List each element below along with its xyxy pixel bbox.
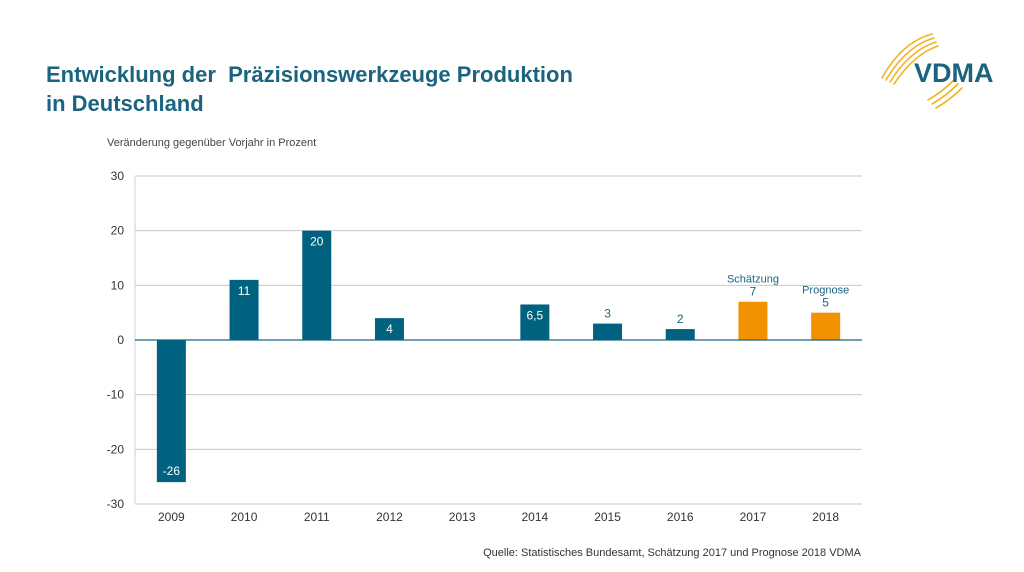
- bar-2017: [738, 301, 768, 340]
- y-tick-label: 30: [111, 169, 125, 183]
- bar-2014: [520, 304, 550, 340]
- y-tick-label: 0: [117, 333, 124, 347]
- x-tick-label: 2009: [158, 510, 185, 524]
- x-tick-label: 2017: [740, 510, 767, 524]
- bar-2010: [229, 279, 259, 340]
- data-label: 4: [386, 322, 393, 336]
- x-tick-label: 2012: [376, 510, 403, 524]
- vdma-logo: VDMA: [881, 33, 994, 109]
- data-label: 6,5: [527, 308, 544, 322]
- title-line-2: in Deutschland: [46, 91, 204, 116]
- x-tick-label: 2018: [812, 510, 839, 524]
- y-tick-label: 10: [111, 278, 125, 292]
- source-note: Quelle: Statistisches Bundesamt, Schätzu…: [483, 547, 861, 559]
- x-tick-label: 2014: [521, 510, 548, 524]
- x-tick-label: 2015: [594, 510, 621, 524]
- data-label: 20: [310, 235, 324, 249]
- data-label: -26: [163, 464, 181, 478]
- data-label: 5: [822, 296, 829, 310]
- data-label: 3: [604, 307, 611, 321]
- bar-2011: [302, 230, 332, 340]
- x-tick-label: 2011: [304, 510, 330, 524]
- y-tick-label: -30: [107, 497, 125, 511]
- bar-2015: [593, 323, 623, 340]
- x-tick-label: 2016: [667, 510, 694, 524]
- y-tick-label: -20: [107, 442, 125, 456]
- data-label: 2: [677, 312, 684, 326]
- bar-2009: [156, 340, 186, 483]
- y-tick-label: 20: [111, 224, 125, 238]
- x-tick-label: 2010: [231, 510, 258, 524]
- svg-text:VDMA: VDMA: [914, 58, 994, 88]
- annotation-label: Schätzung: [727, 274, 779, 286]
- chart-title: Entwicklung der Präzisionswerkzeuge Prod…: [46, 60, 573, 118]
- bar-2012: [374, 318, 404, 340]
- bar-2018: [811, 312, 841, 340]
- bar-2016: [665, 329, 695, 340]
- y-tick-label: -10: [107, 388, 125, 402]
- title-line-1: Entwicklung der Präzisionswerkzeuge Prod…: [46, 62, 573, 87]
- data-label: 7: [750, 285, 757, 299]
- data-label: 11: [238, 284, 251, 298]
- y-axis-label: Veränderung gegenüber Vorjahr in Prozent: [107, 137, 317, 149]
- x-tick-label: 2013: [449, 510, 476, 524]
- annotation-label: Prognose: [802, 285, 849, 297]
